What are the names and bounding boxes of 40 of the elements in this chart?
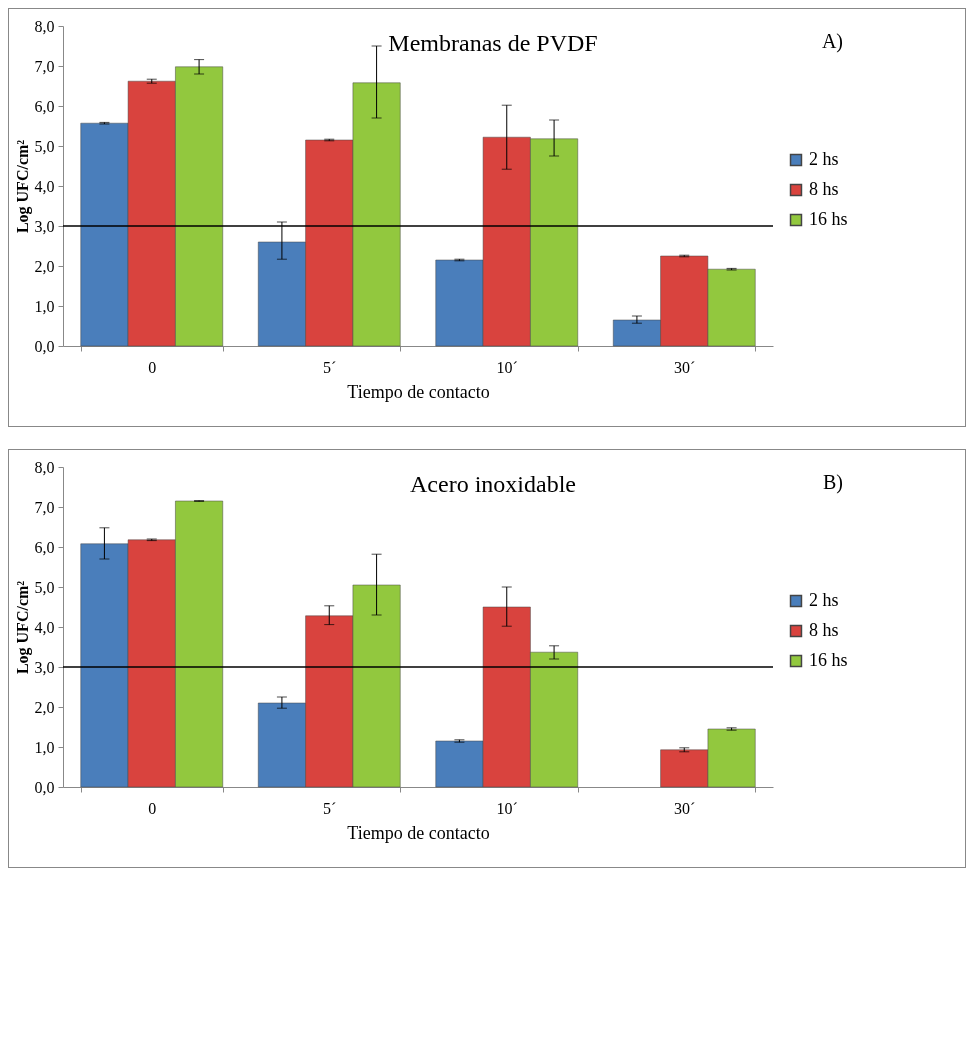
y-tick-label: 6,0 xyxy=(34,538,55,556)
chart-title: Membranas de PVDF xyxy=(388,30,598,56)
y-tick-label: 1,0 xyxy=(34,297,55,315)
chart-title: Acero inoxidable xyxy=(410,471,576,497)
x-tick-label: 0 xyxy=(148,358,157,376)
x-tick-label: 5´ xyxy=(323,358,337,376)
legend-label: 8 hs xyxy=(809,620,839,640)
y-tick-label: 6,0 xyxy=(34,97,55,115)
x-tick-label: 0 xyxy=(148,799,157,817)
y-tick-label: 5,0 xyxy=(34,578,55,596)
y-tick-label: 0,0 xyxy=(34,778,55,796)
y-tick-label: 7,0 xyxy=(34,498,55,516)
legend-label: 16 hs xyxy=(809,650,848,670)
y-axis-title: Log UFC/cm² xyxy=(13,580,32,675)
y-tick-label: 2,0 xyxy=(34,698,55,716)
text: B) xyxy=(823,471,843,494)
y-tick-label: 4,0 xyxy=(34,618,55,636)
y-tick-label: 5,0 xyxy=(34,137,55,155)
y-tick-label: 3,0 xyxy=(34,658,55,676)
y-tick-label: 2,0 xyxy=(34,257,55,275)
y-tick-label: 8,0 xyxy=(34,17,55,35)
x-tick-label: 10´ xyxy=(496,799,518,817)
x-axis-title: Tiempo de contacto xyxy=(347,822,490,843)
y-tick-label: 0,0 xyxy=(34,337,55,355)
text: A) xyxy=(821,30,843,53)
x-tick-label: 30´ xyxy=(674,799,696,817)
legend-label: 16 hs xyxy=(809,209,848,229)
y-tick-label: 1,0 xyxy=(34,738,55,756)
y-tick-label: 3,0 xyxy=(34,217,55,235)
x-tick-label: 5´ xyxy=(323,799,337,817)
legend-label: 2 hs xyxy=(809,590,839,610)
y-tick-label: 7,0 xyxy=(34,57,55,75)
legend-label: 2 hs xyxy=(809,149,839,169)
y-axis-title: Log UFC/cm² xyxy=(13,139,32,234)
x-axis-title: Tiempo de contacto xyxy=(347,381,490,402)
legend-label: 8 hs xyxy=(809,179,839,199)
x-tick-label: 30´ xyxy=(674,358,696,376)
x-tick-label: 10´ xyxy=(496,358,518,376)
y-tick-label: 8,0 xyxy=(34,458,55,476)
y-tick-label: 4,0 xyxy=(34,177,55,195)
